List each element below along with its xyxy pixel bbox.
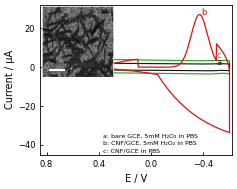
Text: a: a	[216, 58, 222, 67]
Text: a: bare GCE, 5mM H₂O₂ in PBS
b: CNF/GCE, 5mM H₂O₂ in PBS
c: CNF/GCE in PBS: a: bare GCE, 5mM H₂O₂ in PBS b: CNF/GCE,…	[103, 133, 198, 153]
Y-axis label: Current / μA: Current / μA	[5, 50, 15, 109]
Text: c: c	[216, 51, 221, 60]
X-axis label: E / V: E / V	[125, 174, 147, 184]
Text: b: b	[201, 8, 206, 17]
